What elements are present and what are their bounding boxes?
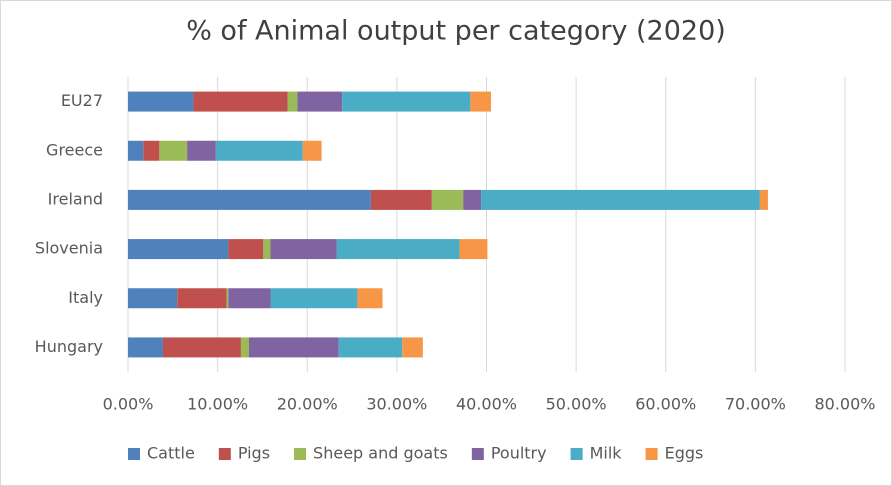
bar-segment bbox=[248, 337, 339, 358]
legend-swatch bbox=[128, 448, 140, 460]
bar-segment bbox=[342, 91, 471, 112]
y-tick-label: Hungary bbox=[35, 337, 103, 356]
x-tick-label: 70.00% bbox=[725, 395, 786, 414]
bar-segment bbox=[459, 239, 488, 260]
bar-segment bbox=[193, 91, 288, 112]
bar-segment bbox=[177, 288, 227, 309]
bar-segment bbox=[470, 91, 491, 112]
chart-title: % of Animal output per category (2020) bbox=[186, 16, 726, 47]
bar-segment bbox=[143, 140, 160, 161]
bar-segment bbox=[302, 140, 322, 161]
x-tick-label: 10.00% bbox=[187, 395, 248, 414]
bar-segment bbox=[128, 239, 229, 260]
y-tick-label: Greece bbox=[46, 140, 103, 159]
legend-swatch bbox=[218, 448, 231, 460]
bar-segment bbox=[270, 288, 358, 309]
bar-segment bbox=[357, 288, 383, 309]
bar-segment bbox=[228, 288, 271, 309]
legend-label: Pigs bbox=[238, 444, 270, 463]
bar-segment bbox=[215, 140, 303, 161]
legend-label: Milk bbox=[590, 444, 623, 463]
bar-segment bbox=[128, 337, 163, 358]
bar-segment bbox=[159, 140, 188, 161]
x-tick-label: 40.00% bbox=[456, 395, 517, 414]
bar-segment bbox=[187, 140, 216, 161]
x-tick-label: 30.00% bbox=[366, 395, 427, 414]
bar-segment bbox=[481, 189, 760, 210]
legend-swatch bbox=[471, 448, 484, 460]
x-tick-label: 60.00% bbox=[635, 395, 696, 414]
y-tick-label: EU27 bbox=[61, 91, 103, 110]
bar-segment bbox=[128, 91, 194, 112]
legend-label: Cattle bbox=[147, 444, 195, 463]
bar-segment bbox=[240, 337, 249, 358]
bar-segment bbox=[128, 189, 371, 210]
legend-label: Poultry bbox=[491, 444, 547, 463]
bar-segment bbox=[128, 288, 178, 309]
bar-segment bbox=[336, 239, 460, 260]
bar-segment bbox=[162, 337, 241, 358]
bar-segment bbox=[759, 189, 768, 210]
bar-segment bbox=[128, 140, 144, 161]
bar-segment bbox=[270, 239, 337, 260]
y-tick-label: Italy bbox=[68, 288, 103, 307]
bar-segment bbox=[287, 91, 298, 112]
bar-segment bbox=[402, 337, 423, 358]
x-tick-label: 20.00% bbox=[277, 395, 338, 414]
bar-segment bbox=[463, 189, 482, 210]
legend-swatch bbox=[645, 448, 658, 460]
x-tick-label: 0.00% bbox=[103, 395, 154, 414]
legend-label: Eggs bbox=[665, 444, 704, 463]
bar-segment bbox=[370, 189, 432, 210]
legend-swatch bbox=[570, 448, 583, 460]
bar-segment bbox=[431, 189, 464, 210]
legend-swatch bbox=[294, 448, 307, 460]
x-tick-label: 50.00% bbox=[546, 395, 607, 414]
y-tick-label: Slovenia bbox=[35, 239, 103, 258]
x-tick-label: 80.00% bbox=[814, 395, 875, 414]
bar-segment bbox=[338, 337, 403, 358]
y-tick-label: Ireland bbox=[48, 189, 103, 208]
bar-segment bbox=[226, 288, 229, 309]
bar-segment bbox=[228, 239, 264, 260]
bar-segment bbox=[263, 239, 271, 260]
legend-label: Sheep and goats bbox=[313, 444, 448, 463]
bar-segment bbox=[297, 91, 343, 112]
